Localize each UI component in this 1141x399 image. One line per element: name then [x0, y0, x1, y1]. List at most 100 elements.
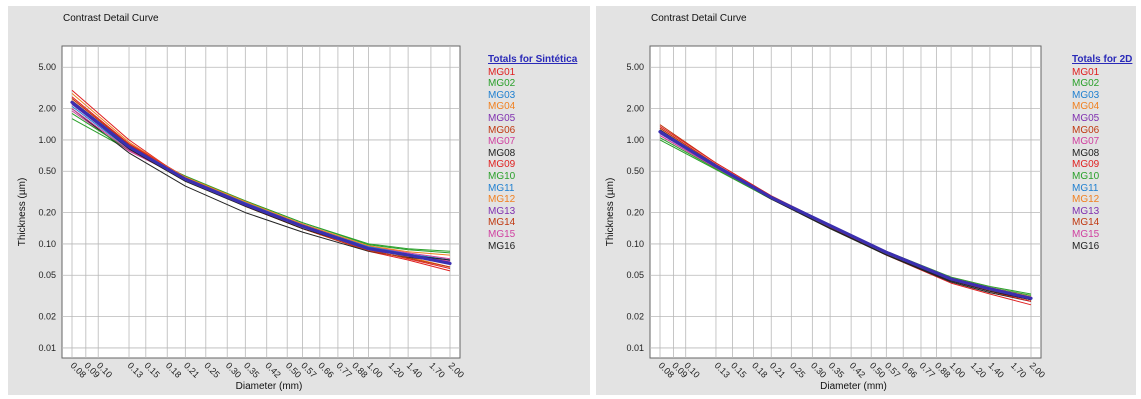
- y-tick-label: 0.02: [38, 312, 56, 322]
- legend-item-mg05[interactable]: MG05: [488, 112, 516, 124]
- y-tick-label: 0.05: [38, 270, 56, 280]
- average-line: [70, 100, 452, 265]
- legend-item-mg03[interactable]: MG03: [488, 89, 516, 101]
- legend-item-mg10[interactable]: MG10: [488, 170, 516, 182]
- legend-item-mg10[interactable]: MG10: [1072, 170, 1100, 182]
- x-tick-label: 0.88: [350, 360, 369, 379]
- legend-item-mg14[interactable]: MG14: [1072, 217, 1100, 229]
- chart-plot: 0.080.090.10 0.130.15 0.180.21 0.25 0.300.35…: [605, 45, 1047, 392]
- x-tick-label: 0.25: [202, 360, 221, 379]
- x-tick-label: 0.42: [263, 360, 282, 379]
- y-tick-label: 0.01: [38, 343, 56, 353]
- x-axis-label: Diameter (mm): [820, 381, 887, 392]
- legend-item-mg11[interactable]: MG11: [1072, 182, 1099, 194]
- x-tick-label: 0.77: [918, 360, 937, 379]
- legend-item-mg13[interactable]: MG13: [1072, 205, 1100, 217]
- x-tick-label: 1.70: [1009, 360, 1028, 379]
- average-line: [658, 130, 1033, 300]
- y-tick-label: 2.00: [626, 104, 644, 114]
- x-tick-label: 1.20: [387, 360, 406, 379]
- legend-item-mg04[interactable]: MG04: [1072, 101, 1100, 113]
- x-tick-label: 0.50: [284, 360, 303, 379]
- y-tick-label: 0.10: [38, 239, 56, 249]
- y-tick-label: 0.05: [626, 270, 644, 280]
- x-tick-label: 0.42: [848, 360, 867, 379]
- x-tick-label: 0.18: [750, 360, 769, 379]
- x-tick-label: 0.50: [868, 360, 887, 379]
- legend-item-mg02[interactable]: MG02: [488, 78, 516, 90]
- x-tick-label: 1.00: [365, 360, 384, 379]
- chart-panel-sintetica: Contrast Detail Curve 0.08 0.09 0.10 0.13 0.…: [8, 6, 590, 395]
- legend-item-mg14[interactable]: MG14: [488, 217, 516, 229]
- x-tick-label: 1.40: [986, 360, 1005, 379]
- legend-item-mg07[interactable]: MG07: [488, 136, 516, 148]
- x-tick-label: 0.66: [316, 360, 335, 379]
- y-tick-label: 0.20: [626, 208, 644, 218]
- legend-item-mg01[interactable]: MG01: [1072, 66, 1100, 78]
- y-tick-label: 0.01: [626, 343, 644, 353]
- y-tick-label: 0.10: [626, 239, 644, 249]
- y-axis-label: Thickness (µm): [17, 178, 28, 247]
- x-tick-label: 0.21: [768, 360, 787, 379]
- y-tick-label: 5.00: [38, 62, 56, 72]
- x-tick-label: 0.57: [883, 360, 902, 379]
- legend-item-mg03[interactable]: MG03: [1072, 89, 1100, 101]
- y-tick-label: 1.00: [626, 135, 644, 145]
- chart-title: Contrast Detail Curve: [651, 13, 747, 24]
- x-tick-label: 0.18: [164, 360, 183, 379]
- x-tick-label: 0.25: [788, 360, 807, 379]
- x-tick-label: 0.13: [713, 360, 732, 379]
- x-tick-label: 1.70: [428, 360, 447, 379]
- legend-item-mg16[interactable]: MG16: [1072, 240, 1100, 252]
- chart-plot: 0.080.090.10 0.130.15 0.180.21 0.25 0.300.35…: [17, 45, 466, 392]
- legend-item-mg08[interactable]: MG08: [488, 147, 516, 159]
- legend-item-mg12[interactable]: MG12: [488, 194, 516, 206]
- plot-area: [61, 45, 461, 359]
- x-tick-label: 2.00: [1028, 360, 1047, 379]
- legend-title[interactable]: Totals for Sintética: [488, 54, 578, 65]
- x-tick-label: 0.88: [933, 360, 952, 379]
- legend-item-mg09[interactable]: MG09: [1072, 159, 1100, 171]
- legend-item-mg05[interactable]: MG05: [1072, 112, 1100, 124]
- x-tick-label: 0.15: [729, 360, 748, 379]
- x-tick-label: 0.35: [827, 360, 846, 379]
- y-tick-label: 0.50: [626, 166, 644, 176]
- y-axis-label: Thickness (µm): [605, 178, 616, 247]
- legend-item-mg06[interactable]: MG06: [488, 124, 516, 136]
- x-tick-label: 0.77: [334, 360, 353, 379]
- legend-item-mg01[interactable]: MG01: [488, 66, 516, 78]
- chart-legend: Totals for Sintética MG01 MG02 MG03 MG04 MG0…: [488, 54, 577, 252]
- plot-area: [649, 45, 1042, 359]
- legend-item-mg15[interactable]: MG15: [488, 228, 516, 240]
- legend-item-mg08[interactable]: MG08: [1072, 147, 1100, 159]
- x-tick-label: 0.15: [142, 360, 161, 379]
- x-axis-label: Diameter (mm): [236, 381, 303, 392]
- legend-item-mg09[interactable]: MG09: [488, 159, 516, 171]
- legend-item-mg04[interactable]: MG04: [488, 101, 516, 113]
- y-tick-label: 2.00: [38, 104, 56, 114]
- legend-item-mg06[interactable]: MG06: [1072, 124, 1100, 136]
- legend-item-mg16[interactable]: MG16: [488, 240, 516, 252]
- legend-item-mg12[interactable]: MG12: [1072, 194, 1100, 206]
- y-tick-label: 0.50: [38, 166, 56, 176]
- x-tick-label: 0.21: [182, 360, 201, 379]
- legend-item-mg13[interactable]: MG13: [488, 205, 516, 217]
- y-tick-label: 0.20: [38, 208, 56, 218]
- x-tick-label: 0.30: [809, 360, 828, 379]
- y-tick-label: 5.00: [626, 62, 644, 72]
- chart-title: Contrast Detail Curve: [63, 13, 159, 24]
- x-tick-label: 2.00: [447, 360, 466, 379]
- legend-item-mg02[interactable]: MG02: [1072, 78, 1100, 90]
- legend-item-mg11[interactable]: MG11: [488, 182, 515, 194]
- legend-title[interactable]: Totals for 2D: [1072, 54, 1133, 65]
- x-tick-label: 1.20: [969, 360, 988, 379]
- x-tick-label: 1.40: [405, 360, 424, 379]
- x-tick-label: 0.57: [299, 360, 318, 379]
- legend-item-mg15[interactable]: MG15: [1072, 228, 1100, 240]
- x-tick-label: 0.13: [126, 360, 145, 379]
- x-tick-label: 0.66: [900, 360, 919, 379]
- x-tick-label: 1.00: [948, 360, 967, 379]
- legend-item-mg07[interactable]: MG07: [1072, 136, 1100, 148]
- chart-legend: Totals for 2D MG01 MG02 MG03 MG04 MG05 MG06 MG…: [1072, 54, 1132, 252]
- y-tick-label: 0.02: [626, 312, 644, 322]
